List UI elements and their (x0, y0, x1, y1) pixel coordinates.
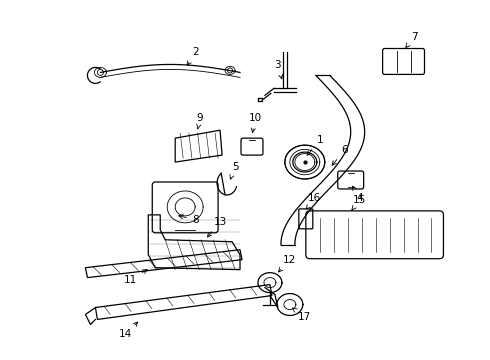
Text: 2: 2 (187, 48, 198, 65)
Text: 1: 1 (307, 135, 323, 155)
Text: 5: 5 (230, 162, 238, 179)
Text: 3: 3 (274, 60, 283, 79)
Text: 16: 16 (306, 193, 321, 209)
Text: 6: 6 (332, 145, 348, 165)
Text: 9: 9 (197, 113, 203, 129)
Text: 7: 7 (406, 32, 418, 48)
Text: 14: 14 (119, 322, 138, 339)
Text: 11: 11 (123, 270, 147, 285)
Text: 10: 10 (248, 113, 262, 132)
Text: 15: 15 (352, 195, 367, 210)
Text: 17: 17 (293, 308, 312, 323)
Text: 12: 12 (278, 255, 296, 272)
Text: 13: 13 (207, 217, 227, 237)
Text: 8: 8 (179, 215, 198, 225)
Text: 4: 4 (353, 186, 363, 203)
